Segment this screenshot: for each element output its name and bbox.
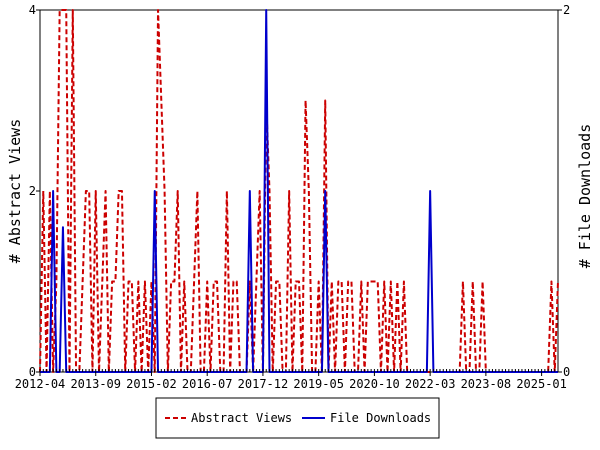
ticks-layer: 2012-04 2013-09 2015-02 2016-07 2017-12 2019-… [15, 3, 571, 391]
plot-area [39, 9, 559, 373]
y-left-tick-label: 2 [29, 184, 36, 198]
right-axis-title: # File Downloads [576, 124, 594, 269]
x-tick-label: 2013-09 [70, 377, 121, 391]
x-tick-label: 2015-02 [126, 377, 177, 391]
y-right-tick-label: 0 [563, 365, 570, 379]
y-left-tick-label: 4 [29, 3, 36, 17]
x-tick-label: 2019-05 [293, 377, 344, 391]
x-tick-label: 2016-07 [182, 377, 233, 391]
x-tick-label: 2012-04 [15, 377, 66, 391]
y-left-tick-label: 0 [29, 365, 36, 379]
legend-box [155, 397, 440, 439]
legend: Abstract Views File Downloads [155, 397, 440, 439]
x-tick-label: 2020-10 [349, 377, 400, 391]
x-tick-label: 2023-08 [461, 377, 512, 391]
y-right-tick-label: 2 [563, 3, 570, 17]
legend-label-abstract-views: Abstract Views [191, 411, 292, 425]
x-tick-label: 2017-12 [238, 377, 289, 391]
series-line-abstract-views [39, 9, 559, 373]
x-tick-label: 2025-01 [516, 377, 567, 391]
left-axis-title: # Abstract Views [6, 119, 24, 264]
legend-label-file-downloads: File Downloads [330, 411, 431, 425]
x-tick-label: 2022-03 [405, 377, 456, 391]
